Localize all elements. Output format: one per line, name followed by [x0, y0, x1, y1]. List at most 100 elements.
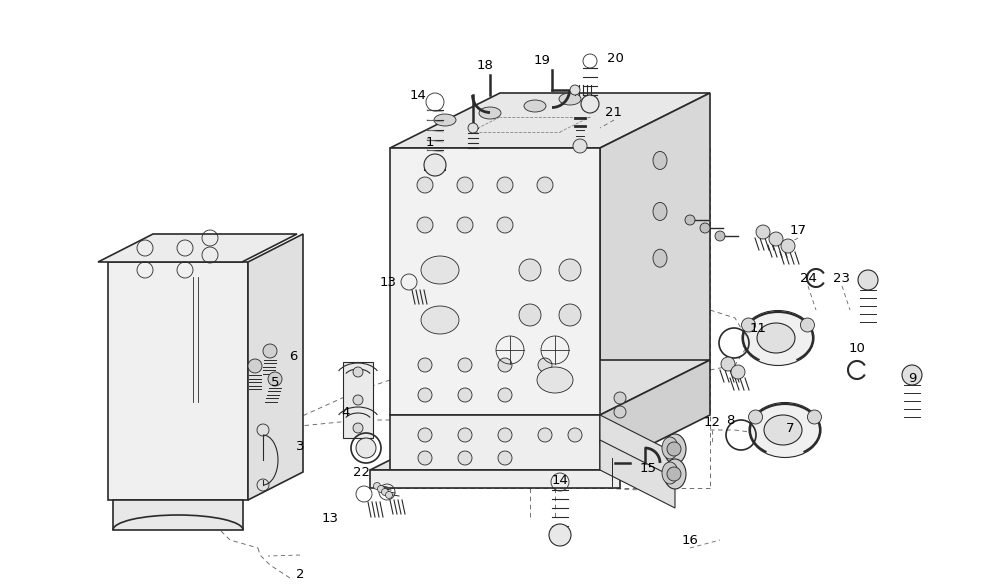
- Polygon shape: [108, 262, 248, 500]
- Ellipse shape: [764, 415, 802, 445]
- Circle shape: [807, 410, 821, 424]
- Circle shape: [685, 215, 695, 225]
- Text: 1: 1: [426, 135, 434, 149]
- Text: 11: 11: [750, 322, 767, 335]
- Circle shape: [731, 365, 745, 379]
- Circle shape: [498, 451, 512, 465]
- Text: 23: 23: [834, 272, 850, 285]
- Ellipse shape: [664, 459, 686, 489]
- Text: 20: 20: [607, 52, 623, 65]
- Circle shape: [498, 428, 512, 442]
- Circle shape: [418, 388, 432, 402]
- Text: 21: 21: [606, 105, 622, 119]
- Circle shape: [353, 395, 363, 405]
- Polygon shape: [600, 360, 710, 470]
- Circle shape: [519, 304, 541, 326]
- Circle shape: [667, 467, 681, 481]
- Polygon shape: [600, 415, 675, 483]
- Circle shape: [353, 367, 363, 377]
- Circle shape: [374, 483, 380, 489]
- Circle shape: [769, 232, 783, 246]
- Text: 13: 13: [322, 512, 338, 524]
- Circle shape: [538, 428, 552, 442]
- Circle shape: [424, 154, 446, 176]
- Text: 17: 17: [790, 223, 806, 236]
- Circle shape: [417, 217, 433, 233]
- Text: 8: 8: [726, 413, 734, 426]
- Text: 3: 3: [296, 440, 304, 453]
- Circle shape: [721, 357, 735, 371]
- Circle shape: [386, 492, 392, 499]
- Ellipse shape: [524, 100, 546, 112]
- Ellipse shape: [757, 323, 795, 353]
- Ellipse shape: [434, 114, 456, 126]
- Circle shape: [614, 392, 626, 404]
- Ellipse shape: [662, 437, 678, 459]
- Text: 6: 6: [289, 349, 297, 362]
- Circle shape: [457, 217, 473, 233]
- Circle shape: [498, 358, 512, 372]
- Circle shape: [573, 139, 587, 153]
- Circle shape: [781, 239, 795, 253]
- Text: 16: 16: [682, 533, 698, 546]
- Text: 7: 7: [786, 422, 794, 435]
- Text: 15: 15: [640, 462, 656, 475]
- Circle shape: [667, 442, 681, 456]
- Circle shape: [549, 524, 571, 546]
- Polygon shape: [343, 362, 373, 438]
- Polygon shape: [113, 500, 243, 530]
- Polygon shape: [370, 453, 653, 470]
- Circle shape: [742, 318, 756, 332]
- Ellipse shape: [653, 202, 667, 220]
- Circle shape: [498, 388, 512, 402]
- Ellipse shape: [479, 107, 501, 119]
- Polygon shape: [390, 93, 710, 148]
- Circle shape: [457, 177, 473, 193]
- Circle shape: [800, 318, 814, 332]
- Ellipse shape: [742, 310, 814, 366]
- Circle shape: [559, 259, 581, 281]
- Ellipse shape: [421, 306, 459, 334]
- Circle shape: [902, 365, 922, 385]
- Circle shape: [519, 259, 541, 281]
- Polygon shape: [600, 93, 710, 415]
- Ellipse shape: [570, 85, 580, 95]
- Circle shape: [458, 451, 472, 465]
- Circle shape: [537, 177, 553, 193]
- Text: 12: 12: [704, 416, 720, 429]
- Ellipse shape: [653, 152, 667, 169]
- Ellipse shape: [537, 367, 573, 393]
- Circle shape: [378, 486, 384, 493]
- Ellipse shape: [559, 93, 581, 105]
- Circle shape: [497, 217, 513, 233]
- Ellipse shape: [468, 123, 478, 133]
- Circle shape: [458, 388, 472, 402]
- Text: 19: 19: [534, 54, 550, 66]
- Circle shape: [418, 451, 432, 465]
- Circle shape: [458, 428, 472, 442]
- Circle shape: [418, 358, 432, 372]
- Text: 2: 2: [296, 569, 304, 582]
- Polygon shape: [370, 470, 620, 488]
- Circle shape: [418, 428, 432, 442]
- Polygon shape: [390, 360, 710, 415]
- Circle shape: [497, 177, 513, 193]
- Circle shape: [568, 428, 582, 442]
- Text: 22: 22: [354, 466, 370, 479]
- Circle shape: [538, 358, 552, 372]
- Circle shape: [268, 372, 282, 386]
- Circle shape: [614, 406, 626, 418]
- Circle shape: [858, 270, 878, 290]
- Ellipse shape: [664, 434, 686, 464]
- Ellipse shape: [749, 403, 821, 457]
- Circle shape: [417, 177, 433, 193]
- Circle shape: [263, 344, 277, 358]
- Circle shape: [353, 423, 363, 433]
- Circle shape: [559, 304, 581, 326]
- Circle shape: [458, 358, 472, 372]
- Text: 5: 5: [271, 376, 279, 389]
- Text: 14: 14: [410, 89, 426, 102]
- Polygon shape: [390, 148, 600, 415]
- Text: 4: 4: [342, 406, 350, 419]
- Text: 13: 13: [380, 276, 396, 289]
